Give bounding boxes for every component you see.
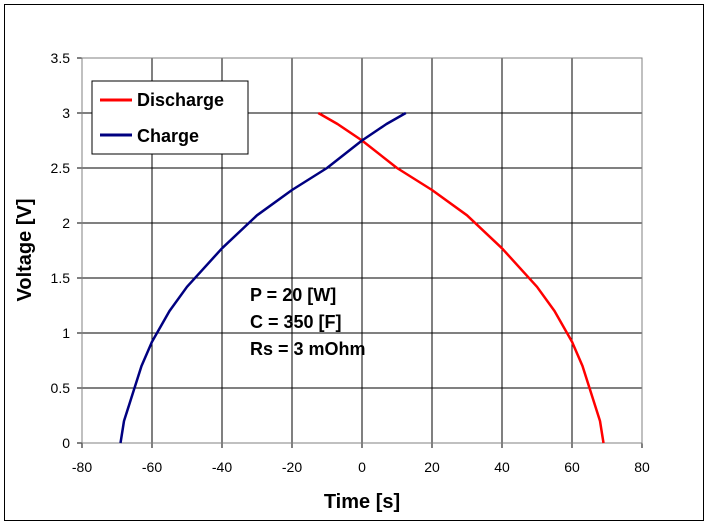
x-tick-label: -60 xyxy=(142,459,162,475)
x-tick-label: -80 xyxy=(72,459,92,475)
legend-label-charge: Charge xyxy=(137,126,199,146)
annotation-power: P = 20 [W] xyxy=(250,285,336,305)
y-tick-label: 0 xyxy=(62,435,70,451)
series-line-charge xyxy=(119,111,407,444)
x-tick-label: 40 xyxy=(494,459,510,475)
x-tick-label: 60 xyxy=(564,459,580,475)
y-tick-label: 2 xyxy=(62,215,70,231)
legend: Discharge Charge xyxy=(91,80,249,155)
series-layer xyxy=(119,111,605,444)
legend-box xyxy=(91,80,249,155)
parameter-annotations: P = 20 [W] C = 350 [F] Rs = 3 mOhm xyxy=(250,285,366,359)
x-tick-label: 20 xyxy=(424,459,440,475)
y-tick-label: 1 xyxy=(62,325,70,341)
plot-area xyxy=(81,57,643,444)
annotation-resistance: Rs = 3 mOhm xyxy=(250,339,366,359)
y-tick-label: 3.5 xyxy=(51,50,71,66)
x-tick-label: 0 xyxy=(358,459,366,475)
x-axis-label: Time [s] xyxy=(324,491,400,513)
series-line-discharge xyxy=(317,111,605,444)
y-tick-label: 2.5 xyxy=(51,160,71,176)
x-tick-label: 80 xyxy=(634,459,650,475)
x-tick-label: -40 xyxy=(212,459,232,475)
legend-label-discharge: Discharge xyxy=(137,90,224,110)
y-tick-label: 3 xyxy=(62,105,70,121)
y-tick-label: 0.5 xyxy=(51,380,71,396)
x-tick-label: -20 xyxy=(282,459,302,475)
y-tick-label: 1.5 xyxy=(51,270,71,286)
x-tick-labels: -80 -60 -40 -20 0 20 40 60 80 xyxy=(72,459,650,475)
y-axis-label: Voltage [V] xyxy=(14,199,36,302)
annotation-capacitance: C = 350 [F] xyxy=(250,312,342,332)
y-tick-labels: 0 0.5 1 1.5 2 2.5 3 3.5 xyxy=(51,50,71,451)
